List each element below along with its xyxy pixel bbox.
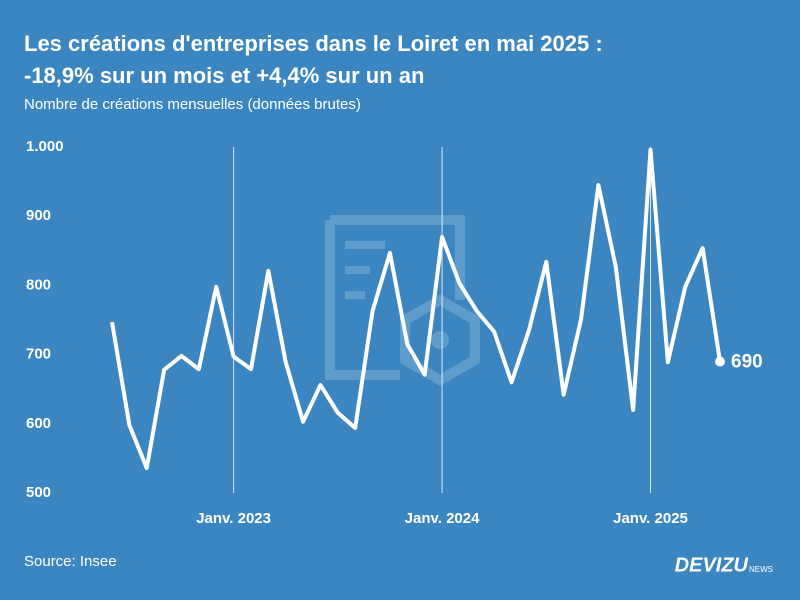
y-tick-label: 700: [26, 346, 51, 363]
x-tick-label: Janv. 2025: [613, 510, 688, 527]
y-tick-label: 900: [26, 207, 51, 224]
x-tick-label: Janv. 2024: [405, 510, 480, 527]
data-label: 690: [731, 352, 763, 373]
y-tick-label: 800: [26, 276, 51, 293]
y-tick-label: 500: [26, 484, 51, 501]
logo: DEVIZU: [675, 554, 749, 576]
y-tick-label: 600: [26, 415, 51, 432]
end-point: [715, 356, 725, 367]
chart-subtitle: Nombre de créations mensuelles (données …: [24, 96, 361, 113]
chart-title: -18,9% sur un mois et +4,4% sur un an: [24, 63, 424, 88]
y-tick-label: 1.000: [26, 138, 64, 155]
x-tick-label: Janv. 2023: [196, 510, 271, 527]
logo-suffix: NEWS: [749, 565, 773, 574]
chart-title: Les créations d'entreprises dans le Loir…: [24, 31, 603, 56]
watermark: [325, 215, 480, 386]
line: [110, 147, 722, 471]
source: Source: Insee: [24, 553, 117, 570]
